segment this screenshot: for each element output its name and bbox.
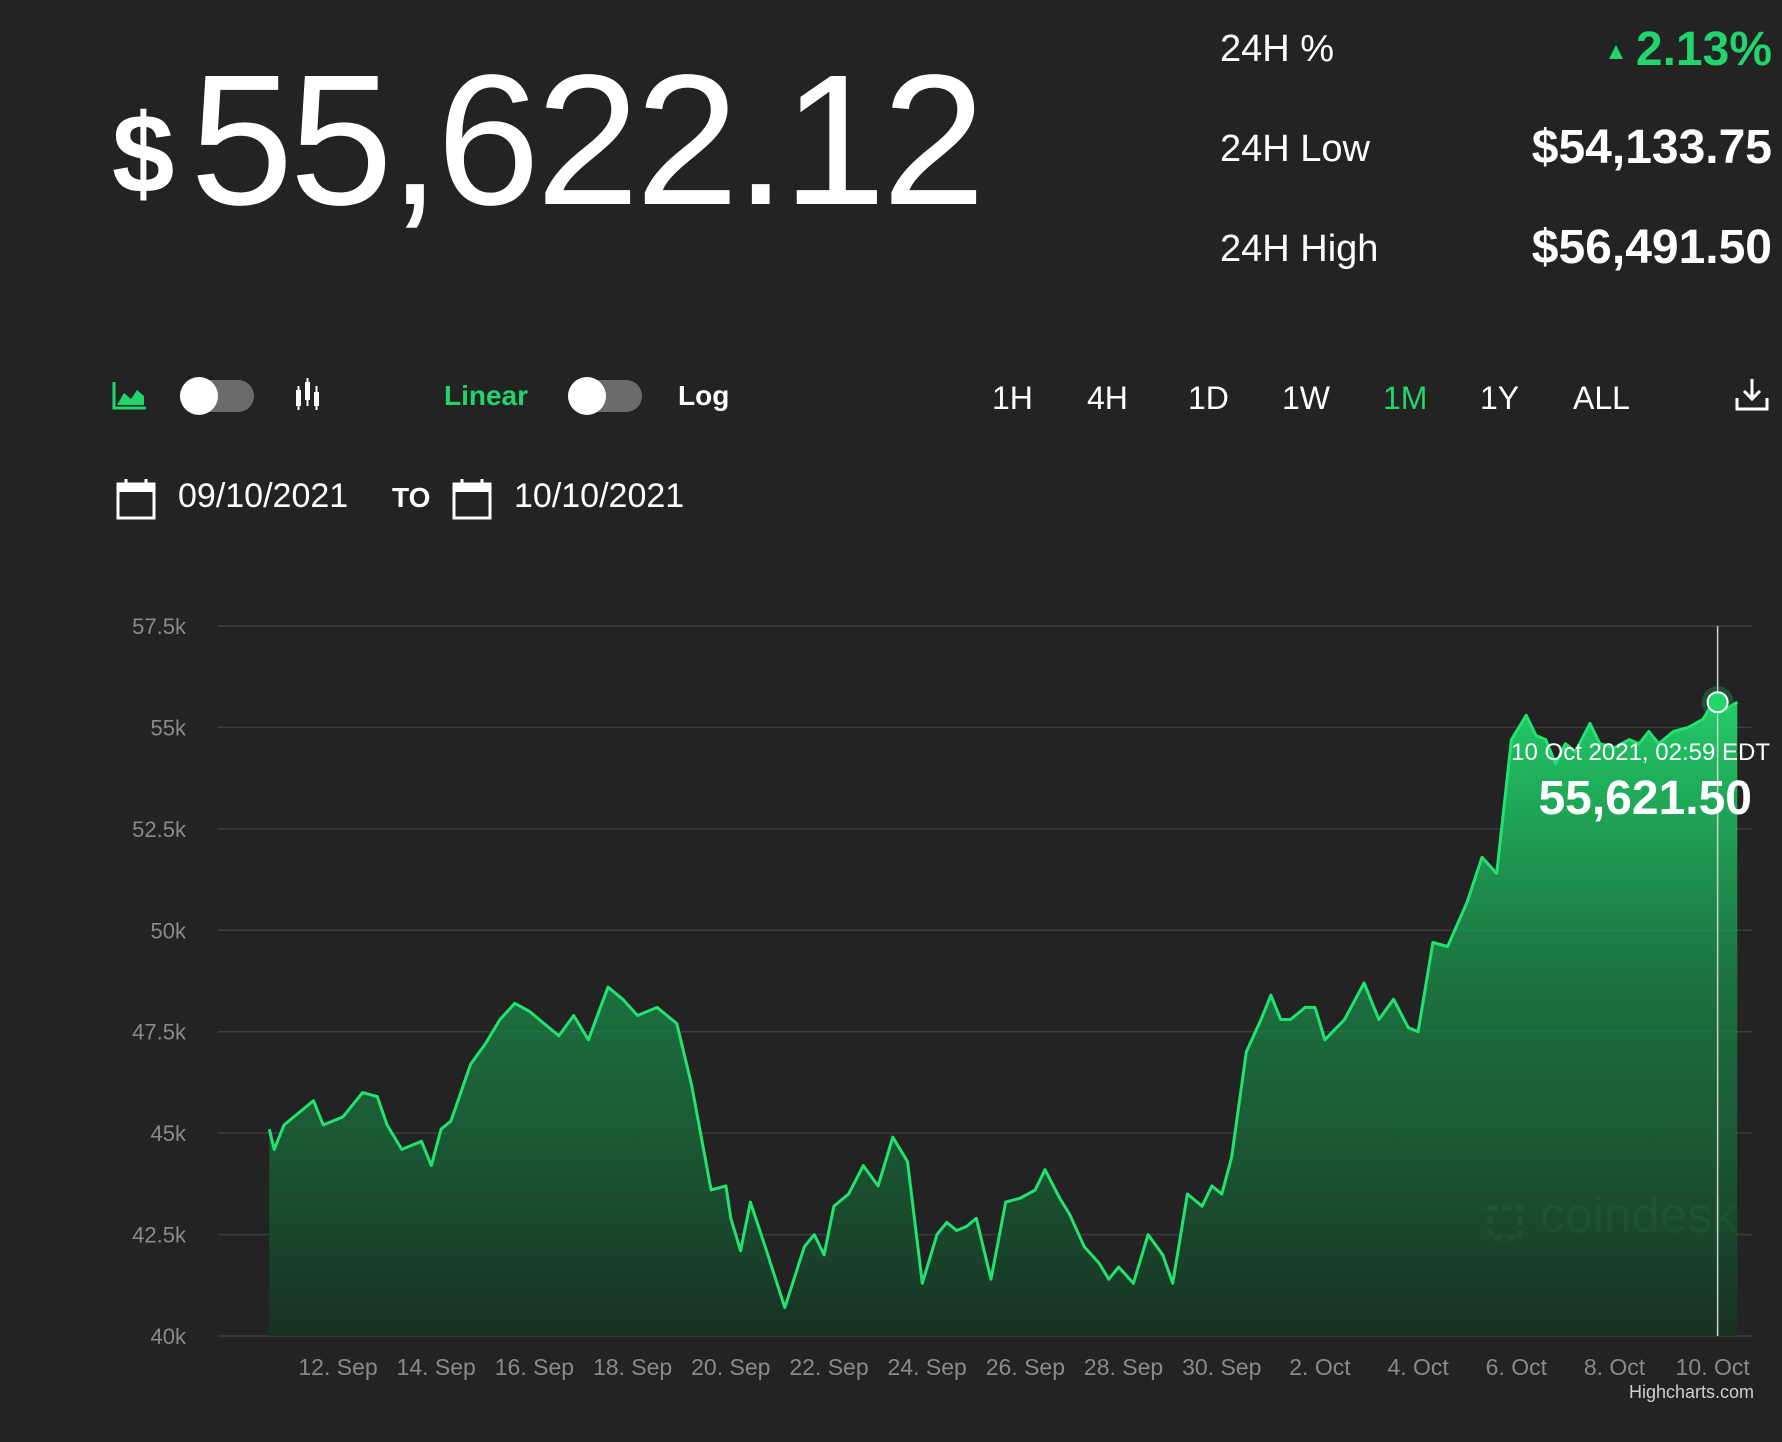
x-tick-label: 20. Sep [691,1354,770,1380]
high-label: 24H High [1220,228,1379,270]
x-tick-label: 4. Oct [1387,1354,1449,1380]
x-axis: 12. Sep 14. Sep 16. Sep 18. Sep 20. Sep 22. S… [298,1354,1750,1380]
y-tick-label: 47.5k [132,1020,187,1045]
calendar-icon[interactable] [452,478,492,520]
tooltip-marker [1706,691,1729,714]
x-tick-label: 22. Sep [789,1354,868,1380]
pct-change-value: ▲ 2.13% [1604,22,1772,77]
log-scale-label[interactable]: Log [678,380,730,411]
y-tick-label: 52.5k [132,817,187,842]
y-axis: 57.5k 55k 52.5k 50k 47.5k 45k 42.5k 40k [132,614,187,1349]
area-chart-icon[interactable] [112,380,148,410]
x-tick-label: 14. Sep [397,1354,476,1380]
range-1m-button[interactable]: 1M [1383,380,1428,416]
price-currency-symbol: $ [112,91,175,216]
scale-toggle[interactable] [568,377,642,415]
linear-scale-label[interactable]: Linear [444,380,529,411]
y-tick-label: 45k [151,1121,187,1146]
pct-change-text: 2.13% [1635,23,1772,76]
date-to-label: TO [392,482,431,513]
tooltip-date: 10 Oct 2021, 02:59 EDT [1511,739,1770,766]
y-tick-label: 50k [151,918,187,943]
range-1y-button[interactable]: 1Y [1480,380,1520,416]
high-value: $56,491.50 [1531,221,1772,274]
x-tick-label: 18. Sep [593,1354,672,1380]
x-tick-label: 16. Sep [495,1354,574,1380]
y-tick-label: 57.5k [132,614,187,639]
x-tick-label: 6. Oct [1486,1354,1548,1380]
range-all-button[interactable]: ALL [1573,380,1630,416]
date-to[interactable]: 10/10/2021 [514,477,685,515]
x-tick-label: 24. Sep [888,1354,967,1380]
candlestick-icon[interactable] [292,376,322,412]
toggle-knob [180,377,218,415]
price-line [267,700,1739,1310]
tooltip-value: 55,621.50 [1538,772,1752,825]
up-triangle-icon: ▲ [1604,38,1628,66]
low-value: $54,133.75 [1531,121,1772,174]
highcharts-credit[interactable]: Highcharts.com [1629,1382,1754,1402]
download-icon[interactable] [1734,376,1770,412]
y-tick-label: 55k [151,715,187,740]
chart-type-toggle[interactable] [180,377,254,415]
x-tick-label: 28. Sep [1084,1354,1163,1380]
toggle-knob [568,377,606,415]
x-tick-label: 12. Sep [298,1354,377,1380]
date-from[interactable]: 09/10/2021 [178,477,349,515]
x-tick-label: 30. Sep [1182,1354,1261,1380]
current-price: 55,622.12 [190,37,985,244]
y-tick-label: 42.5k [132,1223,187,1248]
pct-change-label: 24H % [1220,28,1335,70]
low-label: 24H Low [1220,128,1370,170]
x-tick-label: 2. Oct [1289,1354,1351,1380]
x-tick-label: 26. Sep [986,1354,1065,1380]
x-tick-label: 10. Oct [1676,1354,1751,1380]
range-4h-button[interactable]: 4H [1087,380,1128,416]
price-area [269,702,1738,1336]
range-1d-button[interactable]: 1D [1188,380,1229,416]
range-1w-button[interactable]: 1W [1282,380,1330,416]
calendar-icon[interactable] [116,478,156,520]
price-chart[interactable]: 57.5k 55k 52.5k 50k 47.5k 45k 42.5k 40k 12. Sep… [0,600,1782,1442]
y-tick-label: 40k [151,1324,187,1349]
x-tick-label: 8. Oct [1584,1354,1646,1380]
range-1h-button[interactable]: 1H [992,380,1033,416]
